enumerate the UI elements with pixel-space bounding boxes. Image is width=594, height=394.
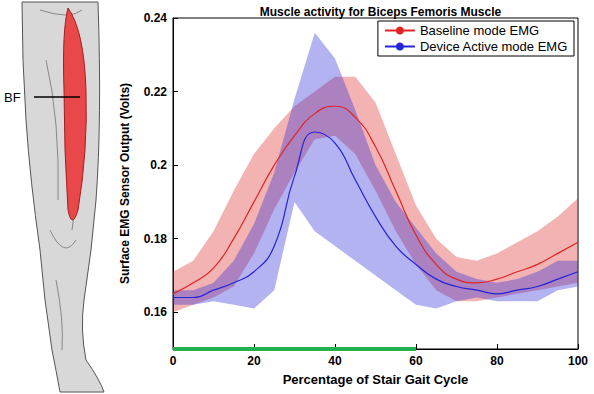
svg-text:0.16: 0.16 <box>144 305 168 319</box>
svg-text:Device Active mode EMG: Device Active mode EMG <box>420 39 567 54</box>
svg-text:Baseline mode EMG: Baseline mode EMG <box>420 23 539 38</box>
svg-text:0.2: 0.2 <box>150 158 167 172</box>
svg-text:80: 80 <box>490 354 504 368</box>
svg-text:40: 40 <box>328 354 342 368</box>
svg-text:60: 60 <box>409 354 423 368</box>
svg-text:0: 0 <box>170 354 177 368</box>
svg-text:Muscle activity for Biceps Fem: Muscle activity for Biceps Femoris Muscl… <box>260 5 502 19</box>
svg-text:0.18: 0.18 <box>144 232 168 246</box>
svg-text:Surface EMG Sensor Output (Vol: Surface EMG Sensor Output (Volts) <box>118 83 132 284</box>
svg-text:100: 100 <box>568 354 588 368</box>
svg-text:0.24: 0.24 <box>144 11 168 25</box>
svg-text:Percentage of Stair Gait Cycle: Percentage of Stair Gait Cycle <box>283 372 469 387</box>
svg-text:BF: BF <box>4 90 21 105</box>
svg-text:0.22: 0.22 <box>144 85 168 99</box>
svg-text:20: 20 <box>247 354 261 368</box>
